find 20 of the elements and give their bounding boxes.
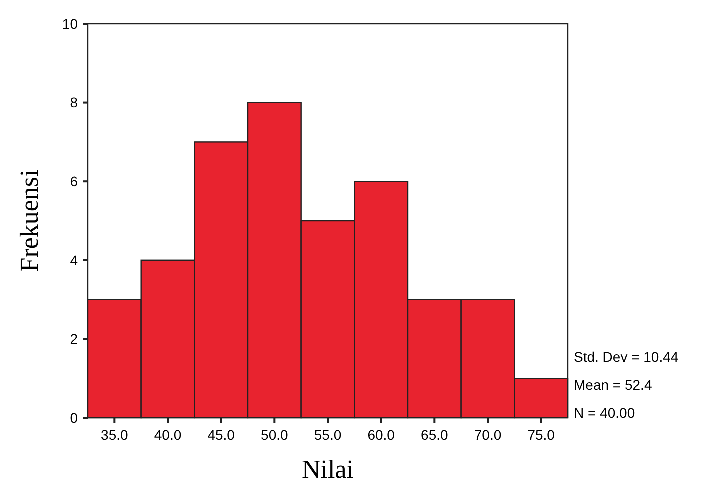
x-tick-label: 65.0 bbox=[421, 427, 449, 443]
text: N = 40.00 bbox=[574, 405, 636, 421]
x-axis-title: Nilai bbox=[302, 455, 354, 484]
text: Std. Dev = 10.44 bbox=[574, 349, 679, 365]
y-tick-label: 10 bbox=[62, 16, 78, 32]
text: Mean = 52.4 bbox=[574, 377, 652, 393]
y-tick-label: 2 bbox=[70, 331, 78, 348]
x-tick-label: 35.0 bbox=[101, 427, 129, 443]
x-tick-label: 55.0 bbox=[314, 427, 342, 443]
x-tick-label: 60.0 bbox=[368, 427, 396, 443]
y-axis-title: Frekuensi bbox=[15, 170, 44, 272]
y-tick-label: 6 bbox=[70, 174, 78, 190]
x-tick-label: 40.0 bbox=[154, 427, 182, 443]
x-tick-label: 45.0 bbox=[208, 427, 236, 443]
y-tick-label: 4 bbox=[70, 252, 78, 268]
x-tick-label: 70.0 bbox=[474, 427, 502, 443]
x-tick-label: 50.0 bbox=[261, 427, 289, 443]
y-tick-label: 0 bbox=[70, 410, 78, 426]
y-tick-label: 8 bbox=[70, 94, 78, 111]
x-tick-label: 75.0 bbox=[528, 427, 556, 443]
